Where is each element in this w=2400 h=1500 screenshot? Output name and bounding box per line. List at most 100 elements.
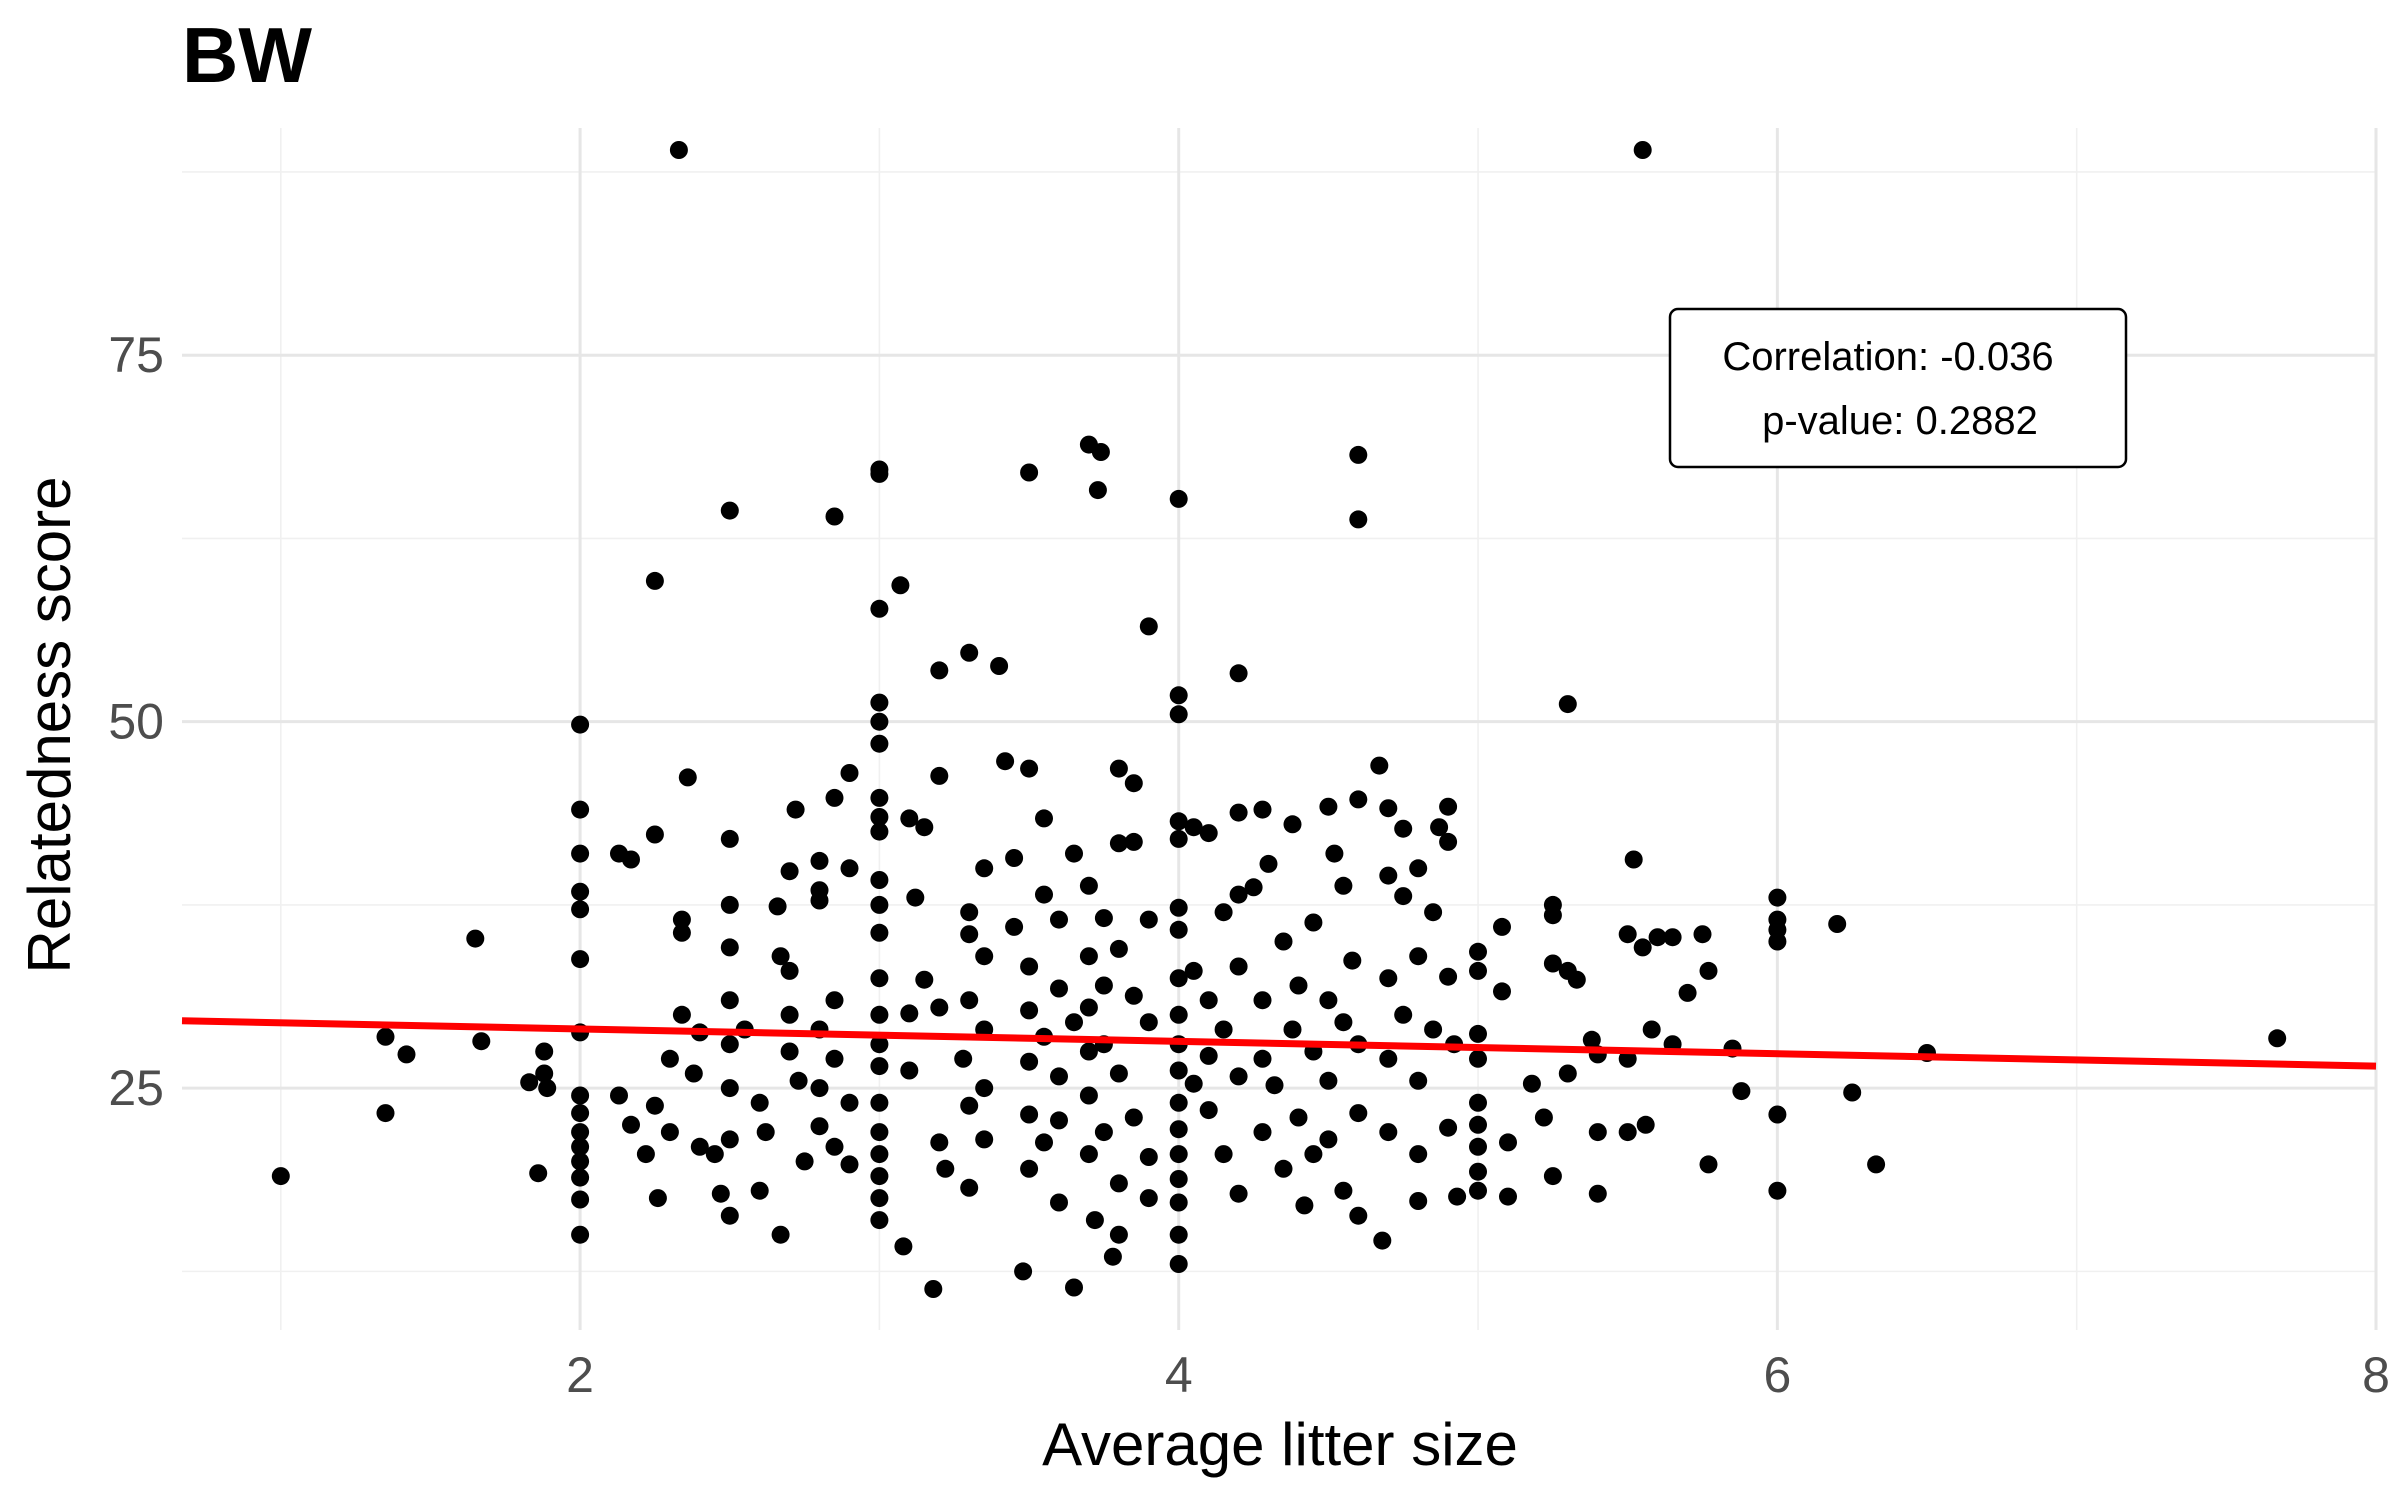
- data-point: [1253, 800, 1272, 819]
- data-point: [1184, 1074, 1203, 1093]
- data-point: [1663, 928, 1682, 947]
- data-point: [622, 850, 640, 869]
- data-point: [1169, 1255, 1188, 1273]
- data-point: [1124, 774, 1143, 793]
- data-point: [840, 764, 859, 782]
- data-point: [1633, 141, 1652, 159]
- data-point: [1768, 1105, 1787, 1124]
- data-point: [660, 1123, 679, 1142]
- data-point: [780, 1042, 799, 1061]
- data-point: [645, 1096, 664, 1115]
- data-point: [936, 1159, 955, 1178]
- data-point: [1124, 832, 1143, 851]
- data-point: [960, 1096, 979, 1115]
- data-point: [720, 1035, 739, 1054]
- data-point: [1588, 1184, 1607, 1203]
- data-point: [1283, 815, 1302, 834]
- data-point: [960, 1178, 979, 1197]
- data-point: [1319, 991, 1338, 1010]
- data-point: [1469, 1137, 1487, 1156]
- data-point: [1169, 812, 1188, 831]
- data-point: [1169, 898, 1188, 917]
- data-point: [960, 643, 979, 662]
- data-point: [1229, 664, 1248, 683]
- data-point: [1867, 1155, 1886, 1174]
- data-point: [930, 766, 949, 785]
- data-point: [535, 1042, 554, 1061]
- data-point: [720, 501, 739, 520]
- data-point: [756, 1123, 775, 1142]
- data-point: [870, 1057, 889, 1076]
- data-point: [672, 910, 691, 929]
- data-point: [975, 1079, 994, 1098]
- data-point: [975, 947, 994, 966]
- data-point: [1094, 909, 1113, 928]
- data-point: [720, 1079, 739, 1098]
- data-point: [1065, 1013, 1083, 1032]
- data-point: [1370, 756, 1389, 775]
- data-point: [1169, 969, 1188, 988]
- data-point: [1439, 967, 1458, 986]
- data-point: [711, 1184, 730, 1203]
- data-point: [720, 895, 739, 914]
- data-points: [271, 141, 2287, 1298]
- y-tick-label: 25: [108, 1060, 164, 1116]
- data-point: [610, 1086, 628, 1105]
- data-point: [2268, 1029, 2287, 1048]
- x-axis-title: Average litter size: [1042, 1411, 1518, 1478]
- data-point: [1469, 961, 1487, 980]
- data-point: [720, 991, 739, 1010]
- data-point: [1103, 1247, 1122, 1266]
- data-point: [1050, 1067, 1068, 1086]
- annotation-p-value: p-value: 0.2882: [1762, 399, 2038, 443]
- data-point: [870, 693, 889, 712]
- data-point: [930, 998, 949, 1017]
- data-point: [1343, 951, 1362, 970]
- data-point: [930, 1133, 949, 1152]
- data-point: [535, 1064, 554, 1083]
- data-point: [1543, 1167, 1562, 1186]
- data-point: [1678, 983, 1697, 1002]
- data-point: [870, 895, 889, 914]
- data-point: [1295, 1196, 1314, 1215]
- trend-line-group: [181, 1017, 2377, 1070]
- data-point: [1199, 824, 1218, 843]
- data-point: [571, 900, 590, 919]
- data-point: [1253, 1049, 1272, 1068]
- data-point: [894, 1237, 913, 1256]
- data-point: [636, 1145, 655, 1164]
- data-point: [1618, 1123, 1637, 1142]
- data-point: [840, 1093, 859, 1112]
- data-point: [960, 991, 979, 1010]
- data-point: [1469, 1093, 1487, 1112]
- data-point: [1139, 1189, 1158, 1208]
- data-point: [1050, 1111, 1068, 1130]
- data-point: [870, 464, 889, 483]
- data-point: [810, 851, 829, 870]
- data-point: [1349, 510, 1368, 529]
- data-point: [1020, 1052, 1039, 1071]
- data-point: [1065, 1278, 1083, 1297]
- data-point: [1409, 1145, 1428, 1164]
- data-point: [870, 712, 889, 731]
- data-point: [870, 1093, 889, 1112]
- data-point: [529, 1164, 548, 1183]
- chart-title: BW: [182, 11, 312, 99]
- data-point: [1169, 1170, 1188, 1188]
- data-point: [975, 859, 994, 878]
- data-point: [906, 888, 925, 907]
- data-point: [810, 1117, 829, 1136]
- data-point: [571, 950, 590, 969]
- data-point: [645, 571, 664, 590]
- data-point: [1169, 705, 1188, 724]
- data-point: [810, 891, 829, 910]
- data-point: [1169, 1193, 1188, 1212]
- correlation-annotation: Correlation: -0.036 p-value: 0.2882: [1668, 307, 2128, 469]
- data-point: [1274, 932, 1293, 951]
- data-point: [915, 970, 934, 989]
- x-tick-labels: 2 4 6 8: [566, 1347, 2390, 1403]
- data-point: [1543, 906, 1562, 925]
- data-point: [1493, 982, 1511, 1001]
- data-point: [1439, 1118, 1458, 1137]
- data-point: [397, 1045, 416, 1064]
